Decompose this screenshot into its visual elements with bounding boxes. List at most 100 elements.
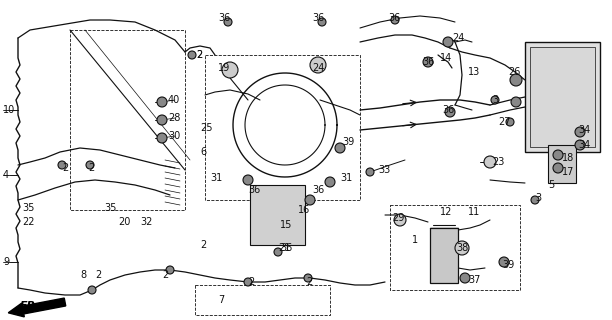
Text: 24: 24 <box>312 63 324 73</box>
Bar <box>548 145 576 183</box>
Text: 30: 30 <box>168 131 181 141</box>
Text: 19: 19 <box>218 63 230 73</box>
Text: 36: 36 <box>218 13 230 23</box>
Text: 27: 27 <box>498 117 510 127</box>
Circle shape <box>318 18 326 26</box>
Text: 2: 2 <box>200 240 206 250</box>
Circle shape <box>575 127 585 137</box>
Circle shape <box>157 115 167 125</box>
Bar <box>525 42 600 152</box>
Circle shape <box>335 143 345 153</box>
Circle shape <box>506 118 514 126</box>
Text: 2: 2 <box>62 163 69 173</box>
Text: 29: 29 <box>392 213 405 223</box>
Text: 35: 35 <box>22 203 34 213</box>
Circle shape <box>274 248 282 256</box>
Text: 33: 33 <box>378 165 390 175</box>
Bar <box>430 228 458 283</box>
Circle shape <box>484 156 496 168</box>
Text: 36: 36 <box>388 13 400 23</box>
Text: 38: 38 <box>456 243 468 253</box>
Bar <box>250 185 305 245</box>
Circle shape <box>157 133 167 143</box>
Text: 18: 18 <box>562 153 574 163</box>
Text: 25: 25 <box>200 123 212 133</box>
Circle shape <box>394 214 406 226</box>
Text: 24: 24 <box>452 33 465 43</box>
Text: 9: 9 <box>3 257 9 267</box>
Text: 36: 36 <box>312 13 324 23</box>
Text: 2: 2 <box>88 163 94 173</box>
Bar <box>70 30 185 210</box>
Circle shape <box>531 196 539 204</box>
Bar <box>530 47 595 147</box>
Text: 35: 35 <box>104 203 116 213</box>
Circle shape <box>243 175 253 185</box>
Circle shape <box>304 274 312 282</box>
Text: 32: 32 <box>140 217 152 227</box>
Text: 34: 34 <box>578 125 590 135</box>
Text: 39: 39 <box>342 137 354 147</box>
Text: 26: 26 <box>508 67 520 77</box>
Circle shape <box>310 57 326 73</box>
Text: 31: 31 <box>340 173 353 183</box>
Circle shape <box>445 107 455 117</box>
Circle shape <box>305 195 315 205</box>
Text: 7: 7 <box>218 295 224 305</box>
Text: 13: 13 <box>468 67 480 77</box>
Circle shape <box>224 18 232 26</box>
Text: 40: 40 <box>168 95 181 105</box>
Text: 3: 3 <box>535 193 541 203</box>
Text: 12: 12 <box>440 207 452 217</box>
Text: 14: 14 <box>440 53 452 63</box>
Circle shape <box>511 97 521 107</box>
Text: 36: 36 <box>280 243 293 253</box>
Circle shape <box>491 96 499 104</box>
Text: 20: 20 <box>118 217 130 227</box>
Circle shape <box>460 273 470 283</box>
Circle shape <box>553 150 563 160</box>
Text: 15: 15 <box>280 220 293 230</box>
Circle shape <box>423 57 433 67</box>
Circle shape <box>157 97 167 107</box>
Text: 10: 10 <box>3 105 15 115</box>
Text: 36: 36 <box>442 105 454 115</box>
Text: 37: 37 <box>468 275 480 285</box>
Text: 28: 28 <box>168 113 181 123</box>
Circle shape <box>222 62 238 78</box>
Circle shape <box>366 168 374 176</box>
Circle shape <box>443 37 453 47</box>
Text: 8: 8 <box>80 270 86 280</box>
Circle shape <box>325 177 335 187</box>
Text: 3: 3 <box>492 95 498 105</box>
Bar <box>390 205 520 290</box>
Text: 2: 2 <box>196 50 202 60</box>
Text: 5: 5 <box>548 180 554 190</box>
Text: 2: 2 <box>95 270 101 280</box>
Circle shape <box>575 140 585 150</box>
Text: 2: 2 <box>196 50 202 60</box>
Circle shape <box>553 163 563 173</box>
Circle shape <box>455 241 469 255</box>
Circle shape <box>86 161 94 169</box>
Text: FR.: FR. <box>20 301 40 311</box>
Text: 11: 11 <box>468 207 480 217</box>
Text: 16: 16 <box>298 205 310 215</box>
Text: 6: 6 <box>200 147 206 157</box>
Text: 4: 4 <box>3 170 9 180</box>
Text: 2: 2 <box>162 270 168 280</box>
Text: 22: 22 <box>22 217 34 227</box>
Text: 2: 2 <box>306 277 312 287</box>
Circle shape <box>499 257 509 267</box>
Text: 31: 31 <box>210 173 222 183</box>
Text: 36: 36 <box>312 185 324 195</box>
Text: 36: 36 <box>248 185 260 195</box>
Circle shape <box>510 74 522 86</box>
Text: 17: 17 <box>562 167 575 177</box>
Text: 2: 2 <box>248 277 254 287</box>
Bar <box>205 55 360 200</box>
Circle shape <box>88 286 96 294</box>
Text: 39: 39 <box>502 260 514 270</box>
FancyArrow shape <box>9 298 65 317</box>
Circle shape <box>244 278 252 286</box>
